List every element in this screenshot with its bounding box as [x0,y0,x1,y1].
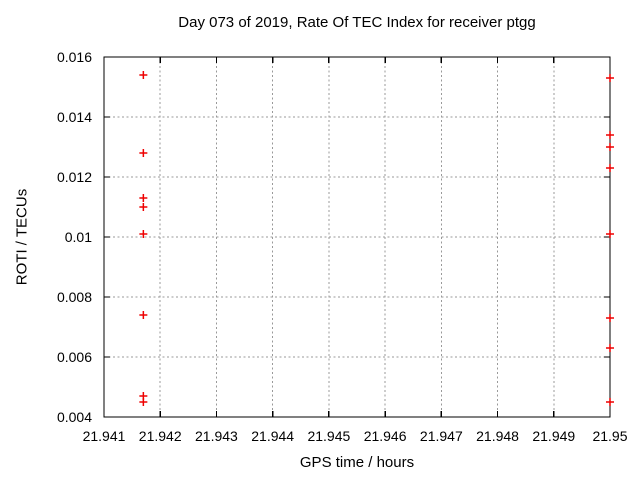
data-point-marker [139,194,148,202]
y-tick-label: 0.014 [57,109,92,125]
x-tick-label: 21.943 [195,428,238,444]
data-point-marker [606,344,614,352]
chart-title: Day 073 of 2019, Rate Of TEC Index for r… [178,14,536,31]
y-tick-label: 0.01 [65,229,92,245]
x-tick-label: 21.945 [307,428,350,444]
y-axis-label: ROTI / TECUs [13,188,31,286]
x-tick-label: 21.944 [251,428,294,444]
x-tick-label: 21.942 [139,428,182,444]
x-axis-label: GPS time / hours [299,454,415,471]
y-tick-label: 0.008 [57,289,92,305]
data-point-marker [606,131,614,139]
data-point-marker [139,149,148,157]
x-tick-label: 21.95 [592,428,627,444]
y-tick-label: 0.006 [57,349,92,365]
data-point-marker [606,164,614,172]
x-tick-label: 21.941 [83,428,126,444]
data-point-marker [606,314,614,322]
y-tick-label: 0.012 [57,169,92,185]
x-tick-label: 21.946 [364,428,407,444]
data-point-marker [139,398,148,406]
y-tick-label: 0.016 [57,49,92,65]
data-point-marker [606,74,614,82]
data-point-marker [606,230,614,238]
data-point-marker [139,203,148,211]
x-tick-label: 21.948 [476,428,519,444]
data-point-marker [139,311,148,319]
data-point-marker [606,143,614,151]
x-tick-label: 21.949 [532,428,575,444]
data-point-marker [606,398,614,406]
data-point-marker [139,230,148,238]
y-tick-label: 0.004 [57,409,92,425]
x-tick-label: 21.947 [420,428,463,444]
data-point-marker [139,71,148,79]
